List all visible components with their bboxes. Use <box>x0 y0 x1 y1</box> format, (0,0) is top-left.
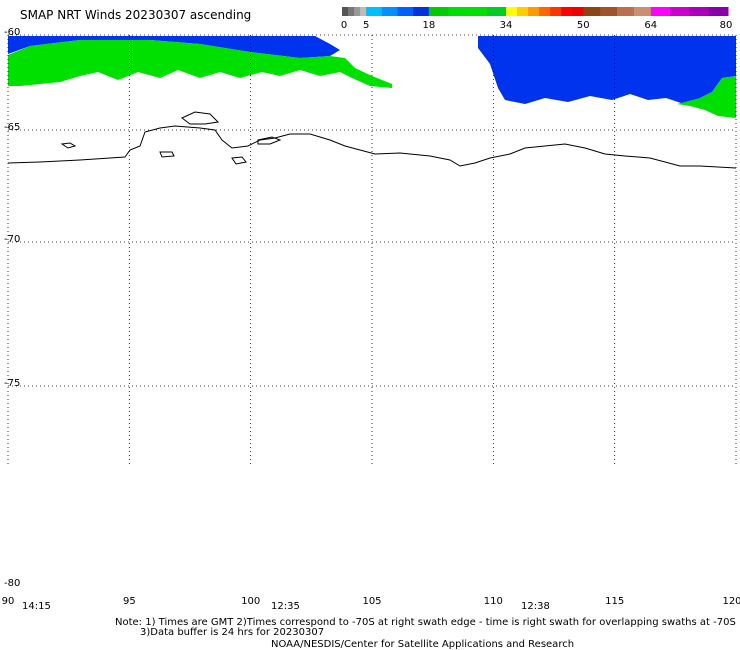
longitude-label: 115 <box>605 596 625 607</box>
latitude-label: -75 <box>4 378 21 389</box>
colorbar-segment <box>572 7 584 16</box>
colorbar-segment <box>413 7 430 16</box>
colorbar-tick-label: 0 <box>340 20 348 31</box>
coastline-island <box>257 136 282 145</box>
colorbar-tick-label: 64 <box>644 20 658 31</box>
colorbar-segment <box>633 7 652 16</box>
colorbar-segment <box>348 7 355 16</box>
colorbar-segment <box>528 7 540 16</box>
colorbar-segment <box>650 7 671 16</box>
coastline-island <box>231 156 247 165</box>
longitude-label: 120 <box>722 596 740 607</box>
credit-line: NOAA/NESDIS/Center for Satellite Applica… <box>271 639 575 650</box>
longitude-label: 110 <box>483 596 503 607</box>
latitude-label: -70 <box>4 234 21 245</box>
wind-swath-right-blue <box>478 36 736 104</box>
colorbar-segment <box>381 7 398 16</box>
note-line-2: 3)Data buffer is 24 hrs for 20230307 <box>140 627 325 638</box>
wind-speed-colorbar <box>342 7 729 16</box>
colorbar-segment <box>708 7 729 16</box>
colorbar-segment <box>448 7 468 16</box>
latitude-label: -65 <box>4 122 21 133</box>
swath-time-1: 14:15 <box>22 601 51 612</box>
longitude-label: 105 <box>362 596 382 607</box>
colorbar-segment <box>366 7 383 16</box>
wind-swaths <box>8 36 736 118</box>
wind-swath-right-green <box>677 76 736 118</box>
colorbar-segment <box>517 7 529 16</box>
colorbar-segment <box>583 7 601 16</box>
colorbar-tick-label: 80 <box>719 20 733 31</box>
colorbar-segment <box>360 7 367 16</box>
coastline-island <box>60 142 77 149</box>
longitude-label: 90 <box>1 596 15 607</box>
coastline-island <box>159 151 175 158</box>
wind-swath-left-green <box>8 40 392 88</box>
colorbar-segment <box>561 7 573 16</box>
colorbar-segment <box>600 7 618 16</box>
swath-time-3: 12:38 <box>521 601 550 612</box>
colorbar-segment <box>550 7 562 16</box>
longitude-label: 100 <box>241 596 261 607</box>
colorbar-segment <box>689 7 710 16</box>
colorbar-segment <box>486 7 507 16</box>
latitude-label: -80 <box>4 578 21 589</box>
longitude-label: 95 <box>122 596 136 607</box>
colorbar-segment <box>428 7 449 16</box>
colorbar-tick-label: 18 <box>422 20 436 31</box>
note-line-1: Note: 1) Times are GMT 2)Times correspon… <box>115 617 736 628</box>
antarctic-coastline <box>7 111 737 169</box>
wind-swath-left-blue <box>8 36 340 58</box>
colorbar-tick-label: 50 <box>576 20 590 31</box>
colorbar-segment <box>397 7 414 16</box>
page-title: SMAP NRT Winds 20230307 ascending <box>20 8 252 22</box>
coastline-island <box>181 111 220 125</box>
latitude-label: -60 <box>4 27 21 38</box>
colorbar-segment <box>354 7 361 16</box>
map-gridlines <box>7 34 737 465</box>
colorbar-segment <box>670 7 690 16</box>
colorbar-segment <box>617 7 635 16</box>
colorbar-tick-label: 34 <box>499 20 513 31</box>
colorbar-tick-label: 5 <box>362 20 370 31</box>
colorbar-segment <box>342 7 349 16</box>
colorbar-segment <box>506 7 518 16</box>
colorbar-segment <box>467 7 488 16</box>
colorbar-segment <box>539 7 551 16</box>
coastline-main <box>7 125 737 169</box>
swath-time-2: 12:35 <box>271 601 300 612</box>
